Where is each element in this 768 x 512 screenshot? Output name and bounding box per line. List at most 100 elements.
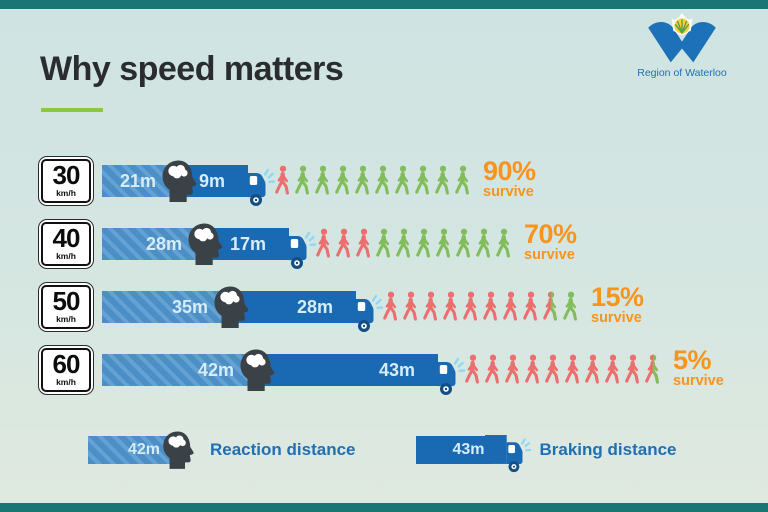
pedestrian-icon xyxy=(462,291,479,322)
pedestrian-head-icon xyxy=(238,348,278,392)
pedestrian-icon xyxy=(604,354,621,385)
survive-label: survive xyxy=(591,310,642,327)
legend: 42m Reaction distance 43m Braking distan… xyxy=(88,436,677,464)
pedestrian-head-icon xyxy=(161,430,197,470)
survival-percent: 5% xyxy=(673,344,712,375)
legend-reaction-item: 42m Reaction distance xyxy=(88,436,356,464)
pedestrian-icon xyxy=(414,165,431,196)
pedestrian-icon xyxy=(375,228,392,259)
speed-limit-sign: 30 km/h xyxy=(38,155,94,206)
reaction-distance-value: 42m xyxy=(197,359,234,380)
top-border-bar xyxy=(0,0,768,9)
truck-icon xyxy=(414,352,466,398)
pedestrian-icon xyxy=(584,354,601,385)
speed-limit-sign-inner: 30 km/h xyxy=(41,158,91,203)
pedestrian-icon xyxy=(464,354,481,385)
speed-value: 30 xyxy=(52,160,81,191)
bottom-border-bar xyxy=(0,503,768,512)
pedestrian-icon xyxy=(415,228,432,259)
braking-distance-value: 28m xyxy=(296,296,333,317)
pedestrian-icon xyxy=(422,291,439,322)
pedestrian-icon xyxy=(294,165,311,196)
distance-bars: 42m 43m xyxy=(102,354,418,386)
survive-label: survive xyxy=(673,373,724,390)
legend-reaction-value: 42m xyxy=(127,441,160,458)
legend-braking-label: Braking distance xyxy=(539,440,677,459)
pedestrian-icon xyxy=(475,228,492,259)
speed-limit-sign: 60 km/h xyxy=(38,344,94,395)
pedestrian-icon xyxy=(435,228,452,259)
speed-limit-sign-inner: 60 km/h xyxy=(41,347,91,392)
pedestrian-icon xyxy=(502,291,519,322)
survival-percent: 15% xyxy=(591,281,644,312)
speed-unit: km/h xyxy=(56,376,76,387)
speed-value: 40 xyxy=(52,223,81,254)
survival-percent: 70% xyxy=(524,218,577,249)
braking-bar: 43m xyxy=(258,353,418,386)
reaction-distance-value: 28m xyxy=(145,233,182,254)
pedestrian-icon xyxy=(335,228,352,259)
speed-unit: km/h xyxy=(56,313,76,324)
braking-distance-value: 17m xyxy=(229,233,266,254)
distance-bars: 35m 28m xyxy=(102,291,336,323)
truck-icon xyxy=(265,226,317,272)
braking-distance-value: 9m xyxy=(198,170,225,191)
pedestrian-icon xyxy=(624,354,641,385)
speed-limit-sign: 50 km/h xyxy=(38,281,94,332)
legend-braking-bar: 43m xyxy=(415,436,490,464)
pedestrian-head-icon xyxy=(186,222,226,266)
truck-icon xyxy=(224,163,276,209)
legend-braking-value: 43m xyxy=(452,441,485,458)
pedestrian-icon xyxy=(314,165,331,196)
truck-icon xyxy=(485,433,532,475)
pedestrian-icon xyxy=(274,165,291,196)
truck-icon xyxy=(332,289,384,335)
survival-percent: 90% xyxy=(483,155,536,186)
pedestrian-icon xyxy=(524,354,541,385)
speed-value: 60 xyxy=(52,349,81,380)
speed-value: 50 xyxy=(52,286,81,317)
pedestrian-head-icon xyxy=(212,285,252,329)
legend-braking-item: 43m Braking distance xyxy=(415,436,677,464)
legend-reaction-label: Reaction distance xyxy=(210,440,356,459)
pedestrian-icon xyxy=(482,291,499,322)
speed-unit: km/h xyxy=(56,187,76,198)
pedestrian-group xyxy=(315,228,512,259)
title-underline xyxy=(41,108,103,112)
survive-label: survive xyxy=(524,247,575,264)
pedestrian-icon xyxy=(354,165,371,196)
survival-stat: 15% survive xyxy=(591,281,644,327)
pedestrian-icon xyxy=(544,354,561,385)
speed-rows: 30 km/h 21m 9m 90% survive 40 xyxy=(38,149,768,401)
reaction-distance-value: 21m xyxy=(119,170,156,191)
pedestrian-icon xyxy=(394,165,411,196)
legend-reaction-bar: 42m xyxy=(88,436,180,464)
pedestrian-icon xyxy=(455,228,472,259)
survival-stat: 5% survive xyxy=(673,344,724,390)
pedestrian-icon xyxy=(334,165,351,196)
speed-limit-sign-inner: 50 km/h xyxy=(41,284,91,329)
pedestrian-icon xyxy=(522,291,539,322)
reaction-bar: 42m xyxy=(102,353,258,386)
waterloo-w-icon xyxy=(648,13,716,63)
pedestrian-icon xyxy=(484,354,501,385)
speed-row: 60 km/h 42m 43m 5% survive xyxy=(38,338,768,401)
reaction-bar: 35m xyxy=(102,290,232,323)
pedestrian-icon xyxy=(442,291,459,322)
pedestrian-icon xyxy=(644,354,661,385)
pedestrian-group xyxy=(382,291,579,322)
speed-row: 30 km/h 21m 9m 90% survive xyxy=(38,149,768,212)
speed-limit-sign-inner: 40 km/h xyxy=(41,221,91,266)
pedestrian-icon xyxy=(402,291,419,322)
logo-org-name: Region of Waterloo xyxy=(637,67,727,79)
survival-stat: 70% survive xyxy=(524,218,577,264)
page-title: Why speed matters xyxy=(40,50,344,88)
pedestrian-icon xyxy=(564,354,581,385)
reaction-bar: 28m xyxy=(102,227,206,260)
survive-label: survive xyxy=(483,184,534,201)
speed-limit-sign: 40 km/h xyxy=(38,218,94,269)
distance-bars: 28m 17m xyxy=(102,228,269,260)
braking-bar: 28m xyxy=(232,290,336,323)
speed-row: 40 km/h 28m 17m 70% survive xyxy=(38,212,768,275)
